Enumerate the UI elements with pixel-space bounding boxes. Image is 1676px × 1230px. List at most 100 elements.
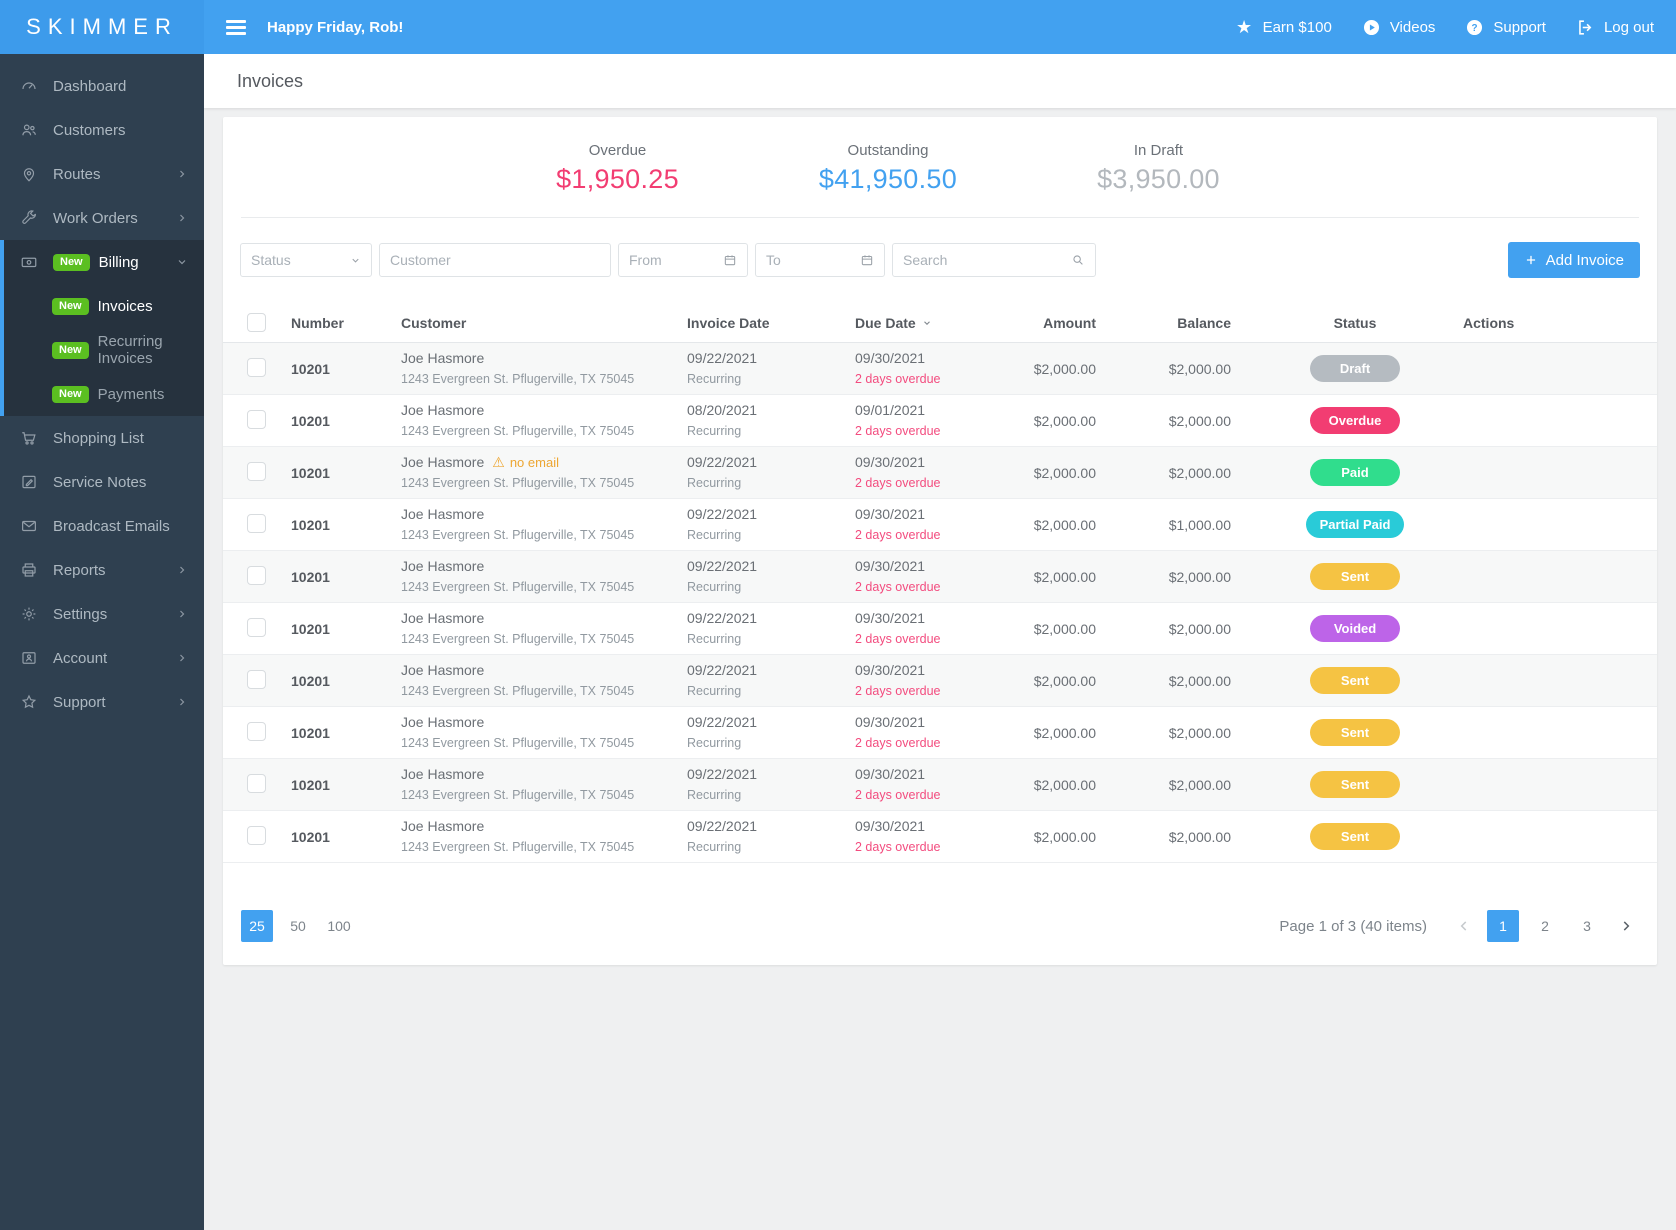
customer-filter-input[interactable] (390, 252, 600, 268)
to-date-input[interactable] (766, 252, 852, 268)
page-button-2[interactable]: 2 (1541, 918, 1549, 934)
due-date: 09/01/2021 (855, 402, 926, 419)
balance-value: $2,000.00 (1168, 412, 1231, 429)
page-size-50[interactable]: 50 (290, 918, 306, 934)
invoice-date: 09/22/2021 (687, 818, 758, 835)
invoice-date: 09/22/2021 (687, 350, 758, 367)
column-amount[interactable]: Amount (1043, 314, 1096, 331)
earn-link[interactable]: ★ Earn $100 (1235, 18, 1332, 37)
customer-address: 1243 Evergreen St. Pflugerville, TX 7504… (401, 735, 635, 750)
calendar-icon[interactable] (860, 253, 874, 267)
sidebar-item-service-notes[interactable]: Service Notes (0, 460, 204, 504)
note-icon (20, 473, 38, 491)
sidebar-item-dashboard[interactable]: Dashboard (0, 64, 204, 108)
recurring-link[interactable]: Recurring (687, 787, 742, 802)
recurring-link[interactable]: Recurring (687, 371, 742, 386)
previous-page-chevron-icon[interactable] (1451, 910, 1477, 942)
search-icon[interactable] (1071, 253, 1085, 267)
balance-value: $2,000.00 (1168, 620, 1231, 637)
sidebar-item-invoices[interactable]: New Invoices (4, 284, 204, 328)
due-date: 09/30/2021 (855, 818, 926, 835)
status-badge: Sent (1310, 823, 1400, 850)
sidebar-item-routes[interactable]: Routes (0, 152, 204, 196)
customer-name: Joe Hasmore (401, 454, 485, 471)
sidebar-item-customers[interactable]: Customers (0, 108, 204, 152)
invoice-number: 10201 (291, 776, 330, 793)
column-invoice-date[interactable]: Invoice Date (687, 314, 770, 331)
sidebar-item-reports[interactable]: Reports (0, 548, 204, 592)
new-badge: New (53, 253, 90, 271)
sidebar-item-account[interactable]: Account (0, 636, 204, 680)
sidebar-item-label: Recurring Invoices (97, 333, 163, 367)
recurring-link[interactable]: Recurring (687, 423, 742, 438)
balance-value: $2,000.00 (1168, 776, 1231, 793)
row-checkbox[interactable] (247, 565, 266, 585)
recurring-link[interactable]: Recurring (687, 683, 742, 698)
due-date: 09/30/2021 (855, 454, 926, 471)
column-status[interactable]: Status (1333, 314, 1377, 331)
search-input[interactable] (903, 252, 1063, 268)
page-size-100[interactable]: 100 (327, 918, 351, 934)
sidebar-item-shopping-list[interactable]: Shopping List (0, 416, 204, 460)
sidebar-item-label: Dashboard (53, 77, 127, 95)
next-page-chevron-icon[interactable] (1613, 910, 1639, 942)
recurring-link[interactable]: Recurring (687, 839, 742, 854)
recurring-link[interactable]: Recurring (687, 631, 742, 646)
star-icon: ★ (1236, 17, 1253, 37)
sidebar-item-payments[interactable]: New Payments (4, 372, 204, 416)
due-date: 09/30/2021 (855, 506, 926, 523)
invoice-number: 10201 (291, 568, 330, 585)
invoice-row: 10201 Joe Hasmore 1243 Evergreen St. Pfl… (223, 551, 1657, 603)
play-icon (1362, 18, 1381, 37)
recurring-link[interactable]: Recurring (687, 735, 742, 750)
videos-link[interactable]: Videos (1362, 18, 1435, 37)
sidebar-item-recurring-invoices[interactable]: New Recurring Invoices (4, 328, 204, 372)
sidebar-item-support[interactable]: Support (0, 680, 204, 724)
page-button-1[interactable]: 1 (1487, 910, 1519, 942)
row-checkbox[interactable] (247, 721, 266, 741)
page-size-switcher: 25 50 100 (241, 910, 355, 942)
sidebar-item-broadcast-emails[interactable]: Broadcast Emails (0, 504, 204, 548)
column-due-date[interactable]: Due Date (847, 315, 997, 331)
column-customer[interactable]: Customer (401, 314, 467, 331)
recurring-link[interactable]: Recurring (687, 475, 742, 490)
invoice-row: 10201 Joe Hasmore 1243 Evergreen St. Pfl… (223, 707, 1657, 759)
row-checkbox[interactable] (247, 513, 266, 533)
amount-value: $2,000.00 (1033, 412, 1096, 429)
recurring-link[interactable]: Recurring (687, 527, 742, 542)
row-checkbox[interactable] (247, 773, 266, 793)
row-checkbox[interactable] (247, 461, 266, 481)
column-number[interactable]: Number (291, 314, 344, 331)
sidebar-item-work-orders[interactable]: Work Orders (0, 196, 204, 240)
from-date-input[interactable] (629, 252, 715, 268)
wrench-icon (20, 209, 38, 227)
sidebar-item-settings[interactable]: Settings (0, 592, 204, 636)
page-button-3[interactable]: 3 (1583, 918, 1591, 934)
row-checkbox[interactable] (247, 669, 266, 689)
status-filter-select[interactable]: Status (240, 243, 372, 277)
chevron-right-icon (176, 168, 188, 180)
page-size-25[interactable]: 25 (241, 910, 273, 942)
select-all-checkbox[interactable] (247, 313, 266, 332)
add-invoice-button[interactable]: Add Invoice (1507, 242, 1640, 278)
customer-name: Joe Hasmore (401, 350, 485, 367)
row-checkbox[interactable] (247, 357, 266, 377)
chevron-down-icon (176, 256, 188, 268)
column-balance[interactable]: Balance (1177, 314, 1231, 331)
row-checkbox[interactable] (247, 617, 266, 637)
sidebar-item-billing[interactable]: New Billing (4, 240, 204, 284)
column-actions: Actions (1463, 314, 1515, 331)
customer-address: 1243 Evergreen St. Pflugerville, TX 7504… (401, 683, 635, 698)
invoice-date: 09/22/2021 (687, 454, 758, 471)
support-link[interactable]: ? Support (1465, 18, 1546, 37)
invoice-number: 10201 (291, 828, 330, 845)
hamburger-menu-icon[interactable] (226, 17, 246, 38)
amount-value: $2,000.00 (1033, 516, 1096, 533)
calendar-icon[interactable] (723, 253, 737, 267)
row-checkbox[interactable] (247, 409, 266, 429)
balance-value: $2,000.00 (1168, 360, 1231, 377)
billing-icon (20, 253, 38, 271)
logout-link[interactable]: Log out (1576, 18, 1654, 37)
row-checkbox[interactable] (247, 825, 266, 845)
recurring-link[interactable]: Recurring (687, 579, 742, 594)
